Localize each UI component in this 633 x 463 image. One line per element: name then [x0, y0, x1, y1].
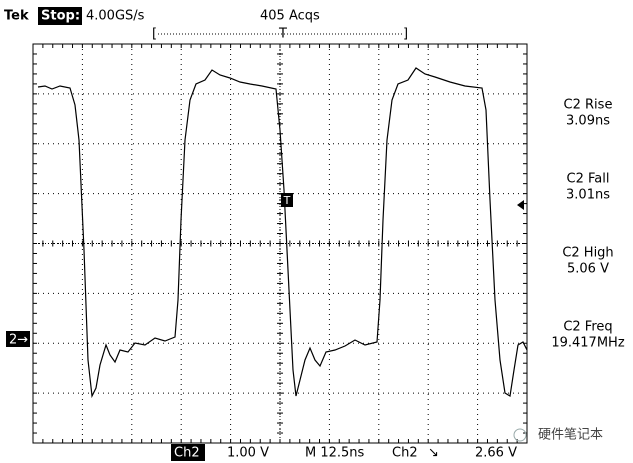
channel-marker-box: [6, 331, 30, 347]
measurement-value: 5.06 V: [567, 262, 609, 277]
trigger-position: T: [278, 27, 287, 42]
measurement-label: C2 Fall: [567, 172, 610, 187]
state: Stop:: [41, 9, 80, 24]
bracket: ]: [403, 27, 408, 42]
brand: Tek: [4, 9, 29, 24]
graticule: [32, 43, 528, 443]
channel-marker: 2→: [9, 333, 28, 348]
trigger-marker-box: [281, 193, 293, 207]
channel-box: [171, 444, 205, 461]
watermark-icon: [513, 428, 527, 442]
trigger-channel: Ch2: [392, 446, 418, 461]
trigger-marker: T: [283, 194, 291, 207]
measurement-value: 19.417MHz: [551, 336, 624, 351]
bracket: [: [152, 27, 157, 42]
waveform: [37, 67, 528, 399]
trigger-level-arrow: [517, 200, 524, 210]
trigger-level: 2.66 V: [475, 446, 517, 461]
measurement-value: 3.01ns: [566, 188, 610, 203]
measurement-label: C2 High: [562, 246, 613, 261]
acquisitions: 405 Acqs: [260, 9, 320, 24]
measurement-label: C2 Freq: [563, 320, 612, 335]
watermark: 硬件笔记本: [538, 427, 603, 443]
volts-div: 1.00 V: [227, 446, 269, 461]
time-div: M 12.5ns: [305, 446, 365, 461]
sample-rate: 4.00GS/s: [86, 9, 145, 24]
measurement-value: 3.09ns: [566, 114, 610, 129]
trigger-slope: ↘: [428, 446, 439, 461]
measurement-label: C2 Rise: [564, 98, 613, 113]
state-box: [38, 7, 82, 25]
channel: Ch2: [174, 446, 200, 461]
